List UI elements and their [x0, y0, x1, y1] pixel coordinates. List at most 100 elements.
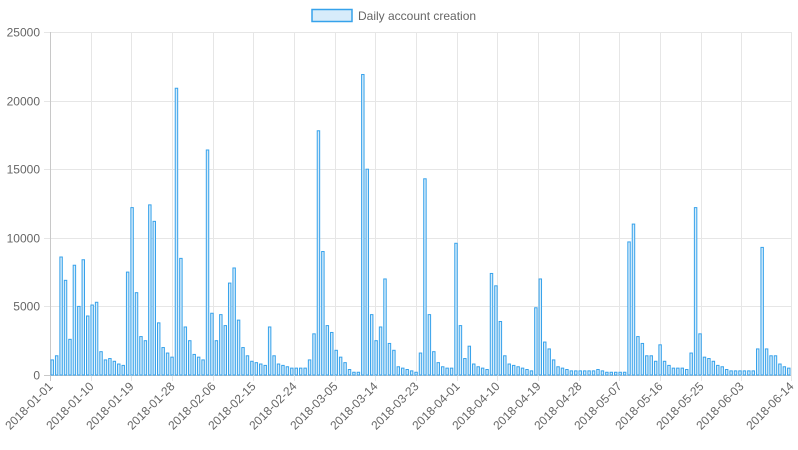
bar[interactable] [343, 362, 347, 376]
bar[interactable] [254, 362, 259, 376]
bar[interactable] [485, 369, 489, 376]
bar[interactable] [556, 366, 560, 376]
bar[interactable] [476, 366, 480, 376]
bar[interactable] [689, 352, 693, 376]
bar[interactable] [489, 272, 494, 376]
bar[interactable] [467, 345, 472, 376]
bar[interactable] [250, 360, 254, 376]
bar[interactable] [156, 322, 161, 376]
bar[interactable] [334, 349, 338, 376]
bar[interactable] [307, 359, 312, 376]
bar[interactable] [281, 364, 285, 376]
bar[interactable] [50, 359, 54, 376]
bar[interactable] [361, 74, 365, 376]
bar[interactable] [769, 355, 773, 376]
bar[interactable] [578, 370, 582, 376]
bar[interactable] [449, 367, 454, 376]
bar[interactable] [90, 304, 94, 376]
bar[interactable] [81, 259, 85, 376]
bar[interactable] [54, 355, 59, 376]
bar[interactable] [298, 367, 303, 376]
bar[interactable] [227, 282, 232, 376]
bar[interactable] [653, 360, 658, 376]
bar[interactable] [245, 355, 250, 376]
bar[interactable] [263, 364, 267, 376]
bar[interactable] [472, 363, 476, 376]
bar[interactable] [125, 271, 130, 376]
bar[interactable] [414, 371, 418, 376]
bar[interactable] [179, 257, 183, 376]
bar[interactable] [724, 369, 729, 376]
bar[interactable] [201, 359, 205, 376]
bar[interactable] [152, 220, 156, 376]
bar[interactable] [773, 355, 778, 376]
bar[interactable] [99, 351, 103, 376]
bar[interactable] [511, 364, 516, 376]
bar[interactable] [440, 366, 445, 376]
bar[interactable] [409, 370, 414, 376]
bar[interactable] [418, 352, 423, 376]
bar[interactable] [711, 360, 716, 376]
bar[interactable] [782, 366, 787, 376]
bar[interactable] [290, 367, 294, 376]
bar[interactable] [236, 319, 241, 376]
bar[interactable] [658, 344, 662, 376]
bar[interactable] [148, 204, 152, 376]
bar[interactable] [698, 333, 702, 376]
bar[interactable] [693, 207, 698, 376]
bar[interactable] [192, 353, 196, 376]
bar[interactable] [640, 342, 645, 376]
bar[interactable] [174, 87, 179, 376]
bar[interactable] [543, 341, 547, 376]
bar[interactable] [374, 340, 378, 376]
bar[interactable] [498, 320, 503, 376]
bar[interactable] [574, 370, 578, 376]
bar[interactable] [716, 364, 720, 376]
bar[interactable] [312, 333, 316, 376]
bar[interactable] [59, 256, 63, 376]
bar[interactable] [516, 366, 520, 376]
bar[interactable] [214, 340, 219, 376]
bar[interactable] [432, 351, 436, 376]
bar[interactable] [188, 340, 192, 376]
bar[interactable] [72, 264, 77, 376]
bar[interactable] [520, 367, 525, 376]
bar[interactable] [427, 314, 432, 376]
bar[interactable] [622, 371, 627, 376]
bar[interactable] [130, 207, 134, 376]
bar[interactable] [165, 352, 170, 376]
bar[interactable] [702, 356, 707, 376]
bar[interactable] [463, 358, 467, 376]
bar[interactable] [685, 369, 689, 376]
bar[interactable] [205, 149, 210, 376]
bar[interactable] [605, 371, 609, 376]
bar[interactable] [356, 371, 361, 376]
bar[interactable] [210, 312, 214, 376]
bar[interactable] [196, 356, 201, 376]
bar[interactable] [272, 355, 276, 376]
bar[interactable] [303, 367, 307, 376]
legend[interactable]: Daily account creation [311, 8, 476, 23]
bar[interactable] [649, 355, 653, 376]
bar[interactable] [591, 370, 596, 376]
bar[interactable] [551, 359, 556, 376]
bar[interactable] [454, 242, 458, 376]
bar[interactable] [720, 366, 724, 376]
bar[interactable] [423, 178, 427, 376]
bar[interactable] [294, 367, 298, 376]
bar[interactable] [787, 367, 791, 376]
bar[interactable] [738, 370, 742, 376]
bar[interactable] [330, 331, 334, 376]
bar[interactable] [676, 367, 680, 376]
bar[interactable] [103, 359, 108, 376]
bar[interactable] [338, 356, 343, 376]
bar[interactable] [680, 367, 685, 376]
bar[interactable] [671, 367, 676, 376]
bar[interactable] [183, 326, 188, 376]
bar[interactable] [614, 371, 618, 376]
bar[interactable] [170, 356, 174, 376]
bar[interactable] [707, 358, 711, 376]
bar[interactable] [259, 363, 263, 376]
bar[interactable] [582, 370, 587, 376]
bar[interactable] [219, 314, 223, 376]
